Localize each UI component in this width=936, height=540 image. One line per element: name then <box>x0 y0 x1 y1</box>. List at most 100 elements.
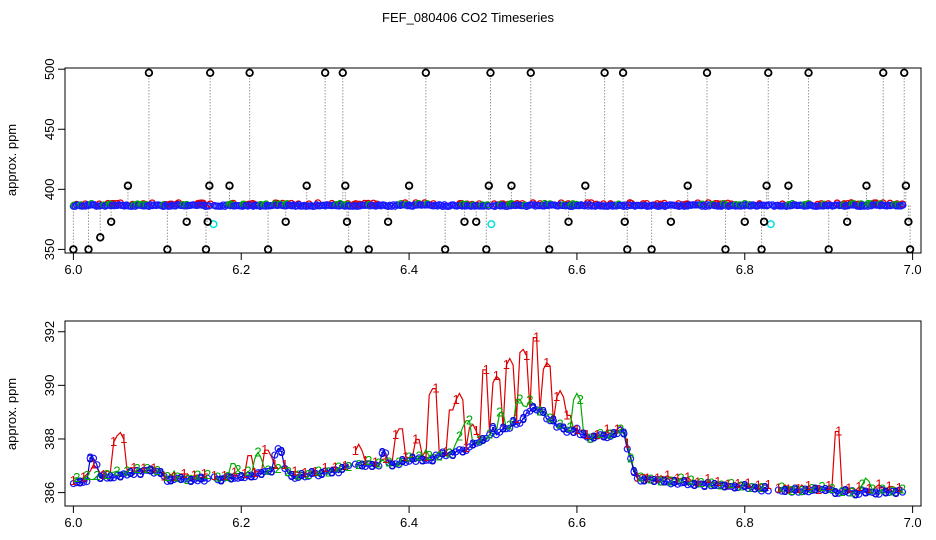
series-marker-1: 1 <box>80 470 87 485</box>
spike-point <box>824 245 833 254</box>
series-marker-1: 1 <box>352 443 359 458</box>
series-point <box>516 419 524 427</box>
series-point <box>170 475 178 484</box>
series-marker-3: 3 <box>288 468 295 483</box>
series-marker-3: 3 <box>409 450 416 465</box>
series-marker-1: 1 <box>634 470 641 485</box>
series-marker-3: 3 <box>812 482 819 497</box>
series-point <box>593 432 601 440</box>
series-point <box>425 456 433 464</box>
series-marker-2: 2 <box>254 444 261 459</box>
series-marker-1: 1 <box>755 477 762 492</box>
series-marker-2: 2 <box>174 470 181 485</box>
spike-point <box>862 181 871 190</box>
series-point <box>808 486 816 495</box>
series-point <box>69 479 77 488</box>
series-marker-2: 2 <box>325 465 332 480</box>
series-marker-1: 1 <box>281 457 288 472</box>
series-marker-2: 2 <box>395 455 402 470</box>
series-marker-1: 1 <box>231 464 238 479</box>
series-marker-2: 2 <box>295 468 302 483</box>
series-point <box>271 451 279 459</box>
series-marker-3: 3 <box>630 464 637 479</box>
series-point <box>694 480 702 488</box>
series-point <box>882 488 890 497</box>
spike-point <box>507 181 516 190</box>
series-marker-2: 2 <box>244 464 251 479</box>
series-marker-3: 3 <box>530 400 537 415</box>
top-panel: 6.0 6.2 6.4 6.6 6.8 7.0 350 400 450 500 approx. … <box>4 58 922 277</box>
series-marker-1: 1 <box>785 481 792 496</box>
series-marker-2: 2 <box>758 480 765 495</box>
series-point <box>898 488 907 496</box>
series-marker-1: 1 <box>362 453 369 468</box>
baseline-point <box>478 201 486 209</box>
series-marker-1: 1 <box>251 465 258 480</box>
series-marker-1: 1 <box>654 471 661 486</box>
baseline-point <box>565 201 573 209</box>
series-marker-2: 2 <box>587 430 594 445</box>
series-marker-2: 2 <box>808 481 815 496</box>
series-point <box>596 431 605 439</box>
series-marker-3: 3 <box>258 466 265 481</box>
series-point <box>220 474 229 482</box>
spike-point <box>144 68 154 78</box>
spike-point <box>900 68 909 78</box>
series-marker-2: 2 <box>335 460 342 475</box>
series-marker-3: 3 <box>640 472 647 487</box>
series-marker-1: 1 <box>684 469 691 484</box>
spike-point <box>581 181 590 190</box>
series-point <box>371 461 380 469</box>
series-point <box>345 461 353 470</box>
series-point <box>647 476 655 484</box>
spike-point <box>804 68 813 78</box>
series-point <box>778 487 786 495</box>
series-marker-1: 1 <box>503 357 510 372</box>
series-point <box>489 424 497 432</box>
series-marker-3: 3 <box>469 437 476 452</box>
series-point <box>247 472 255 481</box>
series-marker-1: 1 <box>392 427 399 442</box>
series-marker-1: 1 <box>120 431 127 446</box>
series-marker-1: 1 <box>664 468 671 483</box>
series-marker-3: 3 <box>570 424 577 439</box>
series-marker-1: 1 <box>261 442 268 457</box>
top-y-tick-label: 400 <box>42 178 57 200</box>
series-marker-2: 2 <box>305 467 312 482</box>
spike-point <box>281 217 290 226</box>
series-marker-1: 1 <box>865 481 872 496</box>
series-marker-2: 2 <box>798 483 805 498</box>
series-point <box>838 487 846 495</box>
series-point <box>368 462 376 470</box>
series-marker-3: 3 <box>338 461 345 476</box>
spike-point <box>486 68 495 78</box>
series-marker-1: 1 <box>604 422 611 437</box>
series-point <box>375 462 383 470</box>
series-point <box>687 480 695 488</box>
series-marker-3: 3 <box>489 420 496 435</box>
spike-point <box>545 245 554 254</box>
top-y-tick-label: 450 <box>42 118 57 140</box>
spike-point <box>666 217 676 226</box>
series-point <box>267 468 276 476</box>
series-marker-1: 1 <box>765 477 772 492</box>
spike-point <box>460 217 469 226</box>
spike-point <box>600 68 609 78</box>
series-marker-3: 3 <box>248 469 255 484</box>
series-marker-1: 1 <box>493 368 500 383</box>
spike-point <box>163 245 172 254</box>
series-point <box>674 480 682 488</box>
spike-point <box>245 68 254 78</box>
spike-point <box>96 233 105 242</box>
top-x-tick-label: 6.0 <box>64 262 82 277</box>
series-point <box>89 454 98 462</box>
series-marker-2: 2 <box>234 462 241 477</box>
baseline-point <box>439 202 447 211</box>
spike-point <box>302 181 311 190</box>
series-marker-2: 2 <box>879 482 886 497</box>
outlier-point <box>487 220 496 229</box>
series-point <box>79 478 88 486</box>
series-marker-1: 1 <box>70 473 77 488</box>
spike-point <box>762 181 771 190</box>
series-marker-3: 3 <box>540 404 547 419</box>
